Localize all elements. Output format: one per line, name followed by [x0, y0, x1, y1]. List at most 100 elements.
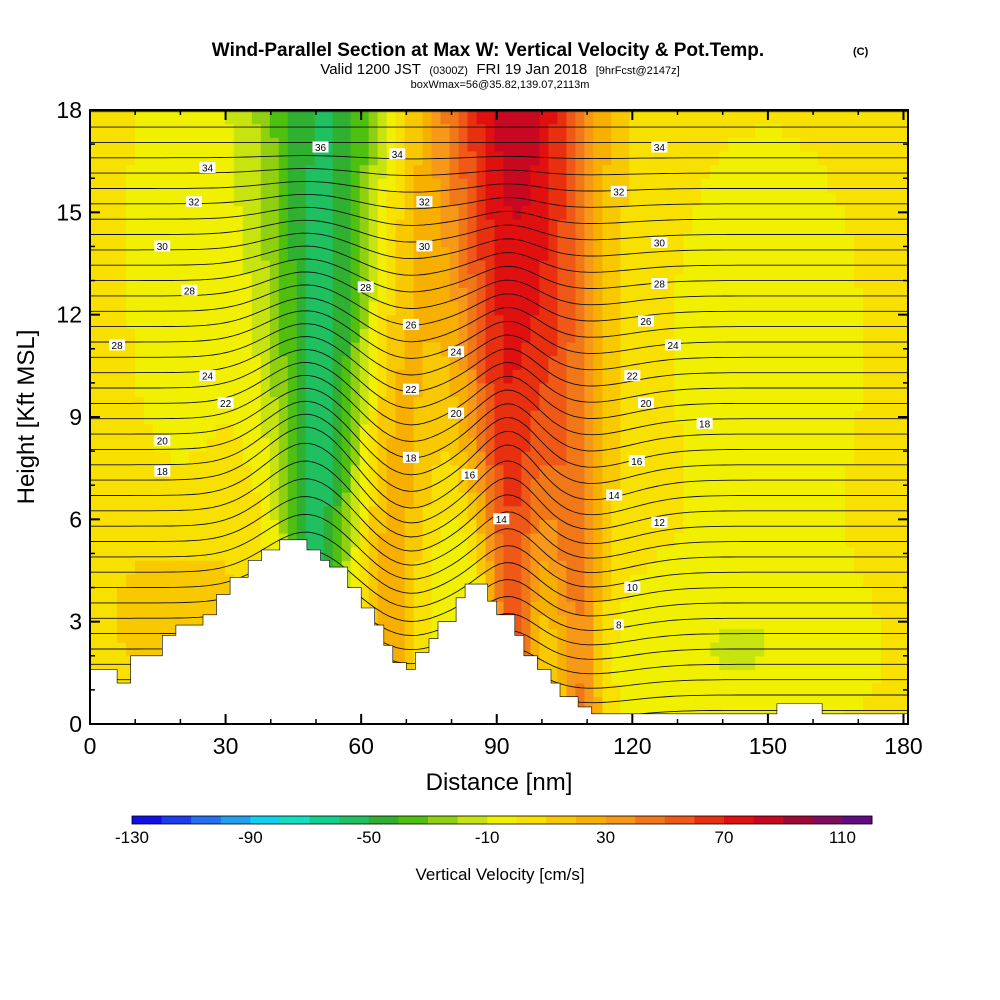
velocity-cell [548, 273, 559, 288]
velocity-cell [386, 587, 397, 602]
velocity-cell [611, 314, 621, 329]
velocity-cell [512, 478, 523, 493]
velocity-cell [161, 614, 172, 630]
velocity-cell [665, 669, 675, 684]
velocity-cell [422, 164, 433, 179]
isentrope-label-bg [628, 455, 645, 467]
velocity-cell [899, 587, 908, 602]
velocity-cell [800, 178, 810, 193]
velocity-cell [251, 328, 262, 343]
velocity-cell [377, 110, 388, 125]
velocity-cell [737, 382, 747, 398]
velocity-cell [890, 573, 900, 589]
velocity-cell [242, 191, 253, 207]
velocity-cell [773, 560, 783, 575]
velocity-cell [278, 164, 289, 179]
velocity-cell [359, 164, 370, 179]
velocity-cell [170, 601, 181, 616]
velocity-cell [134, 628, 145, 643]
velocity-cell [863, 573, 873, 589]
velocity-cell [845, 301, 855, 316]
velocity-cell [395, 642, 406, 657]
velocity-cell [737, 696, 747, 711]
velocity-cell [620, 273, 630, 288]
velocity-cell [404, 273, 415, 288]
velocity-cell [854, 110, 864, 125]
velocity-cell [773, 601, 783, 616]
velocity-cell [611, 451, 621, 466]
velocity-cell [611, 423, 621, 439]
velocity-cell [350, 560, 361, 575]
velocity-cell [368, 232, 379, 248]
velocity-cell [701, 464, 711, 479]
velocity-cell [143, 287, 154, 302]
velocity-cell [890, 437, 900, 452]
velocity-cell [827, 246, 837, 261]
velocity-cell [323, 546, 334, 561]
velocity-cell [791, 301, 801, 316]
velocity-cell [692, 232, 702, 248]
velocity-cell [737, 219, 747, 234]
velocity-cell [710, 560, 720, 575]
velocity-cell [863, 696, 873, 711]
velocity-cell [692, 191, 702, 207]
velocity-cell [170, 205, 181, 220]
velocity-cell [629, 123, 639, 138]
velocity-cell [494, 164, 505, 179]
velocity-cell [584, 532, 594, 548]
velocity-cell [314, 246, 325, 261]
velocity-cell [251, 505, 262, 520]
velocity-cell [773, 532, 783, 548]
velocity-cell [413, 560, 424, 575]
velocity-cell [170, 369, 181, 384]
velocity-cell [665, 546, 675, 561]
velocity-cell [701, 205, 711, 220]
velocity-cell [728, 355, 738, 370]
velocity-cell [485, 532, 496, 548]
velocity-cell [233, 560, 244, 575]
velocity-cell [386, 369, 397, 384]
velocity-cell [530, 328, 541, 343]
velocity-cell [692, 683, 702, 698]
velocity-cell [683, 532, 693, 548]
velocity-cell [530, 642, 541, 657]
velocity-cell [116, 246, 127, 261]
velocity-cell [836, 451, 846, 466]
velocity-cell [647, 369, 657, 384]
velocity-cell [818, 587, 828, 602]
velocity-cell [90, 437, 100, 452]
velocity-cell [494, 601, 505, 616]
velocity-cell [548, 123, 559, 138]
velocity-cell [251, 301, 262, 316]
velocity-cell [224, 423, 235, 439]
velocity-cell [764, 464, 774, 479]
velocity-cell [602, 191, 612, 207]
velocity-cell [485, 273, 496, 288]
velocity-cell [719, 137, 729, 152]
velocity-cell [260, 301, 271, 316]
velocity-cell [512, 410, 523, 425]
velocity-cell [431, 137, 442, 152]
velocity-cell [458, 355, 469, 370]
velocity-cell [674, 246, 684, 261]
velocity-cell [413, 246, 424, 261]
velocity-cell [431, 451, 442, 466]
velocity-cell [251, 110, 262, 125]
velocity-cell [422, 601, 433, 616]
velocity-cell [269, 287, 280, 302]
velocity-cell [395, 478, 406, 493]
velocity-cell [269, 178, 280, 193]
velocity-cell [413, 123, 424, 138]
velocity-cell [584, 191, 594, 207]
velocity-cell [179, 341, 190, 357]
velocity-cell [773, 260, 783, 275]
velocity-cell [575, 505, 585, 520]
velocity-cell [431, 478, 442, 493]
velocity-cell [692, 464, 702, 479]
velocity-cell [170, 246, 181, 261]
velocity-cell [188, 614, 199, 630]
velocity-cell [746, 628, 756, 643]
velocity-cell [863, 164, 873, 179]
velocity-cell [476, 191, 487, 207]
velocity-cell [683, 614, 693, 630]
